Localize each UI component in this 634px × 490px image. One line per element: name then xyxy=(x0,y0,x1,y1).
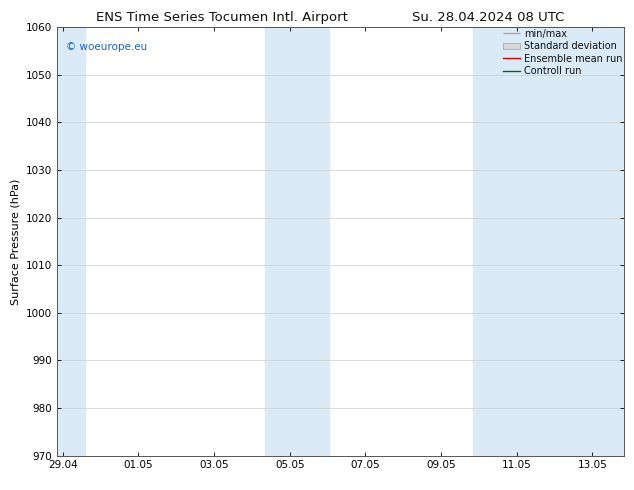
Text: Su. 28.04.2024 08 UTC: Su. 28.04.2024 08 UTC xyxy=(412,11,564,24)
Bar xyxy=(57,27,86,456)
Y-axis label: Surface Pressure (hPa): Surface Pressure (hPa) xyxy=(10,178,20,304)
Bar xyxy=(265,27,330,456)
Legend: min/max, Standard deviation, Ensemble mean run, Controll run: min/max, Standard deviation, Ensemble me… xyxy=(503,29,623,76)
Bar xyxy=(473,27,624,456)
Text: ENS Time Series Tocumen Intl. Airport: ENS Time Series Tocumen Intl. Airport xyxy=(96,11,348,24)
Text: © woeurope.eu: © woeurope.eu xyxy=(65,42,147,52)
